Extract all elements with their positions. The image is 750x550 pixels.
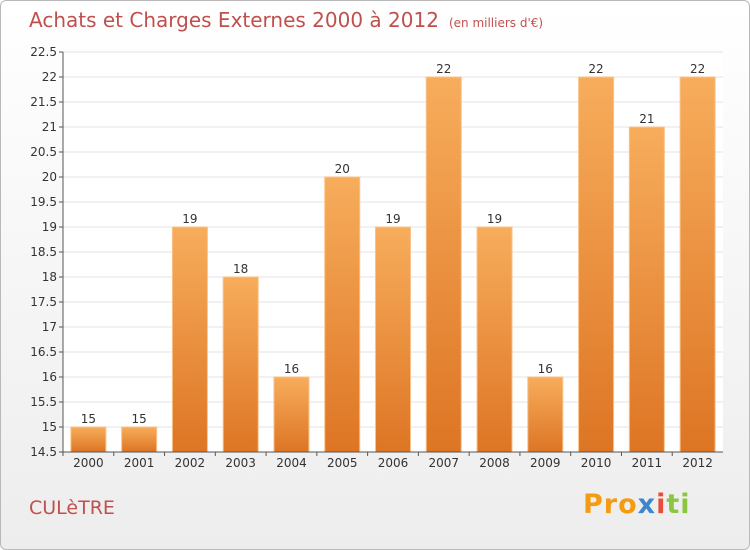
bar — [628, 126, 665, 453]
axes: 14.5 15 15.5 16 16.5 17 17.5 18 18.5 19 19.5 20 20.5… — [30, 45, 723, 470]
y-tick-label: 17 — [42, 320, 57, 334]
y-tick-label: 14.5 — [30, 445, 57, 459]
chart-unit: (en milliers d'€) — [448, 16, 544, 30]
x-tick-label: 2002 — [175, 456, 206, 470]
chart-title-text: Achats et Charges Externes 2000 à 2012 — [29, 8, 439, 32]
y-tick-label: 15 — [42, 420, 57, 434]
y-tick-label: 20 — [42, 170, 57, 184]
bar — [578, 76, 615, 453]
bars: 15 15 19 18 16 20 19 22 19 16 22 21 22 — [70, 62, 716, 453]
bar — [476, 226, 513, 453]
x-tick-label: 2001 — [124, 456, 155, 470]
y-tick-label: 18 — [42, 270, 57, 284]
y-tick-label: 15.5 — [30, 395, 57, 409]
y-tick-label: 21 — [42, 120, 57, 134]
data-label: 22 — [588, 62, 603, 76]
bar — [324, 176, 361, 453]
data-label: 22 — [436, 62, 451, 76]
bar — [425, 76, 462, 453]
logo-part: ti — [666, 489, 691, 520]
bar — [121, 426, 158, 453]
data-label: 19 — [182, 212, 197, 226]
x-tick-label: 2005 — [327, 456, 358, 470]
data-label: 15 — [81, 412, 96, 426]
y-tick-label: 22.5 — [30, 45, 57, 59]
y-tick-label: 21.5 — [30, 95, 57, 109]
x-tick-label: 2011 — [632, 456, 663, 470]
x-tick-label: 2006 — [378, 456, 409, 470]
data-label: 20 — [335, 162, 350, 176]
x-tick-label: 2008 — [479, 456, 510, 470]
data-label: 16 — [538, 362, 553, 376]
x-tick-label: 2012 — [682, 456, 713, 470]
y-tick-label: 16.5 — [30, 345, 57, 359]
x-tick-label: 2000 — [73, 456, 104, 470]
y-tick-label: 19 — [42, 220, 57, 234]
y-tick-label: 16 — [42, 370, 57, 384]
y-tick-label: 19.5 — [30, 195, 57, 209]
chart-title: Achats et Charges Externes 2000 à 2012 (e… — [29, 8, 543, 32]
x-tick-label: 2010 — [581, 456, 612, 470]
bar — [171, 226, 208, 453]
logo-part: x — [637, 489, 657, 520]
x-tick-label: 2003 — [225, 456, 256, 470]
data-label: 18 — [233, 262, 248, 276]
x-tick-label: 2004 — [276, 456, 307, 470]
bar — [679, 76, 716, 453]
logo-part: Pro — [583, 489, 638, 520]
bar — [527, 376, 564, 453]
bar — [70, 426, 107, 453]
y-tick-label: 22 — [42, 70, 57, 84]
commune-name: CULèTRE — [29, 497, 115, 519]
logo-part: i — [656, 489, 667, 520]
data-label: 19 — [487, 212, 502, 226]
bar — [273, 376, 310, 453]
y-tick-label: 20.5 — [30, 145, 57, 159]
data-label: 15 — [132, 412, 147, 426]
y-tick-label: 18.5 — [30, 245, 57, 259]
data-label: 22 — [690, 62, 705, 76]
bar — [222, 276, 259, 453]
data-label: 21 — [639, 112, 654, 126]
x-tick-label: 2009 — [530, 456, 561, 470]
y-tick-label: 17.5 — [30, 295, 57, 309]
x-tick-label: 2007 — [428, 456, 459, 470]
bar — [375, 226, 411, 453]
proxiti-logo: Proxiti — [583, 489, 691, 520]
data-label: 16 — [284, 362, 299, 376]
data-label: 19 — [385, 212, 400, 226]
